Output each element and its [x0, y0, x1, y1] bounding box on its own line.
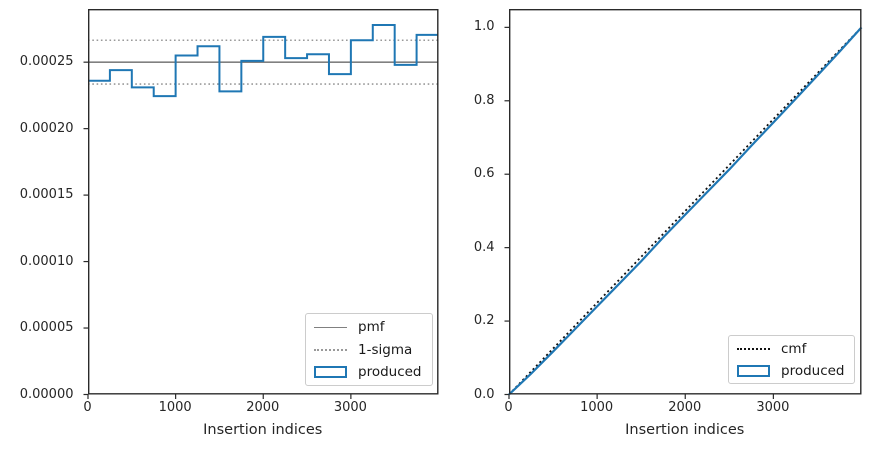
legend-label: produced: [781, 363, 845, 379]
cmf-legend-sample-icon: [737, 348, 770, 350]
legend-label: produced: [358, 363, 422, 380]
legend-item-1-sigma: 1-sigma: [314, 339, 426, 361]
cmf-line: [507, 26, 862, 396]
y-tick-label: 0.00020: [19, 120, 74, 136]
y-tick-label: 0.00015: [19, 187, 74, 203]
y-tick-label: 0.00010: [19, 253, 74, 269]
x-axis-label: Insertion indices: [203, 422, 323, 438]
pmf-histogram-canvas: [83, 9, 438, 399]
produced-legend-sample-icon: [737, 364, 770, 378]
y-tick-label: 0.0: [473, 386, 495, 402]
legend-item-pmf: pmf: [314, 316, 426, 338]
pmf-histogram-legend: pmf 1-sigma produced: [305, 313, 433, 386]
cmf-plot-legend: cmf produced: [728, 335, 855, 384]
legend-item-produced: produced: [737, 360, 848, 382]
x-tick-label: 1000: [158, 400, 192, 415]
legend-label: 1-sigma: [358, 341, 413, 358]
produced-step-line: [87, 23, 438, 98]
legend-item-cmf: cmf: [737, 338, 848, 360]
pmf-legend-sample-icon: [314, 326, 347, 328]
produced-cdf-line: [507, 26, 862, 396]
y-tick-label: 0.8: [473, 92, 495, 108]
cmf-plot-canvas: [504, 9, 862, 399]
x-tick-label: 0: [504, 400, 513, 415]
legend-label: pmf: [358, 319, 385, 336]
x-tick-label: 2000: [246, 400, 280, 415]
axes-spines: [508, 9, 861, 395]
x-axis-label: Insertion indices: [625, 422, 745, 438]
1-sigma-legend-sample-icon: [314, 348, 347, 351]
y-tick-label: 0.00000: [19, 386, 74, 402]
axes-spines: [87, 9, 438, 395]
legend-item-produced: produced: [314, 361, 426, 383]
y-tick-label: 0.00005: [19, 320, 74, 336]
x-tick-label: 3000: [333, 400, 367, 415]
y-tick-label: 0.4: [473, 239, 495, 255]
y-tick-label: 1.0: [473, 19, 495, 35]
x-tick-label: 0: [83, 400, 92, 415]
x-tick-label: 1000: [580, 400, 614, 415]
legend-label: cmf: [781, 341, 807, 357]
y-tick-label: 0.2: [473, 313, 495, 329]
produced-legend-sample-icon: [314, 365, 347, 378]
x-tick-label: 2000: [668, 400, 702, 415]
x-tick-label: 3000: [756, 400, 790, 415]
y-tick-label: 0.6: [473, 166, 495, 182]
y-tick-label: 0.00025: [19, 54, 74, 70]
